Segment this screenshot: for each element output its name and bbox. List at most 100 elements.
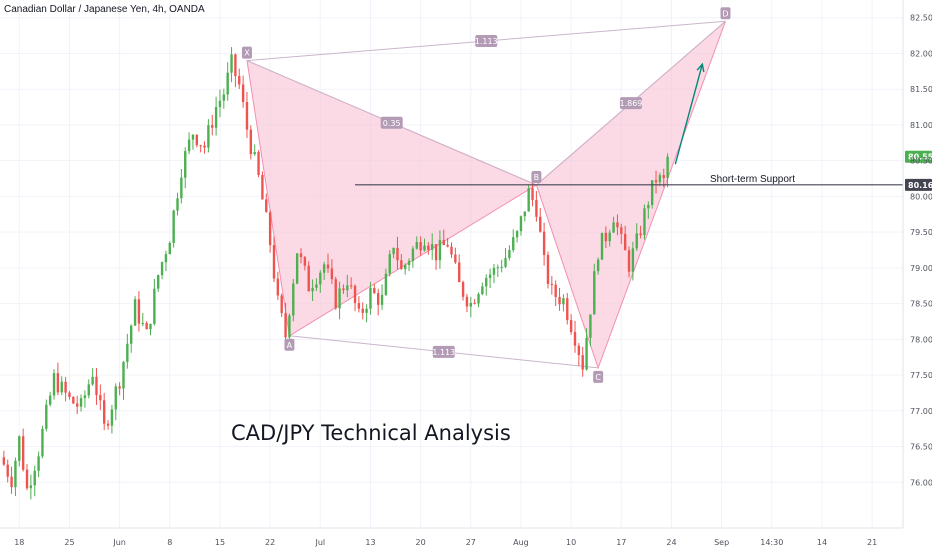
candle-body [369, 288, 372, 309]
x-tick-label: 20 [416, 538, 426, 547]
candle-body [654, 180, 658, 183]
candle-body [608, 232, 611, 242]
x-tick-label: 24 [666, 538, 676, 547]
candle-body [353, 285, 357, 304]
candle-body [29, 485, 33, 489]
candle-body [500, 266, 503, 268]
point-label-bg [284, 338, 295, 351]
ratio-label: 1.113 [475, 37, 498, 46]
x-tick-label: 10 [566, 538, 576, 547]
candle-body [662, 175, 665, 179]
y-tick-label: 82.000 [910, 49, 932, 58]
candle-body [91, 376, 94, 385]
ratio-label: 1.869 [619, 99, 642, 108]
candle-body [2, 457, 6, 465]
candle-body [376, 293, 380, 305]
candle-body [52, 373, 56, 396]
candle-body [515, 231, 519, 238]
candle-body [110, 409, 114, 426]
candle-body [365, 308, 368, 313]
candle-body [149, 323, 152, 330]
point-label-bg [720, 7, 731, 20]
candle-body [141, 323, 144, 325]
ratio-label: 0.35 [383, 119, 401, 128]
candle-body [535, 200, 538, 217]
candle-body [164, 254, 168, 263]
candle-body [45, 404, 48, 429]
candle-body [612, 222, 615, 233]
pattern-triangle-xab [246, 59, 538, 337]
harmonic-pattern[interactable] [246, 20, 726, 370]
candle-body [596, 259, 600, 272]
x-tick-label: 27 [466, 538, 476, 547]
x-tick-label: 15 [215, 538, 225, 547]
candle-body [589, 314, 592, 338]
candle-body [10, 476, 13, 488]
x-tick-label: 22 [265, 538, 275, 547]
point-label-c: C [595, 373, 601, 382]
candle-body [454, 254, 457, 263]
y-tick-label: 78.000 [910, 335, 932, 344]
candle-body [581, 355, 584, 370]
support-label: Short-term Support [710, 174, 795, 185]
candle-body [650, 180, 654, 205]
candle-body [639, 233, 642, 236]
ratio-label-bg [619, 97, 642, 110]
candle-body [446, 245, 449, 247]
candle-body [450, 246, 453, 255]
candle-body [106, 423, 110, 426]
candle-body [207, 125, 210, 148]
candle-body [245, 102, 249, 130]
candle-body [566, 298, 569, 321]
x-tick-label: 17 [616, 538, 626, 547]
candle-body [37, 456, 40, 471]
candle-body [554, 284, 557, 297]
candle-body [199, 145, 202, 147]
x-tick-label: Jul [314, 538, 325, 547]
candle-body [620, 227, 623, 234]
candle-body [542, 231, 546, 255]
x-tick-label: Sep [714, 538, 729, 547]
candle-body [527, 188, 530, 212]
candle-body [168, 242, 171, 255]
candle-body [461, 282, 465, 297]
candle-body [546, 254, 550, 285]
candle-body [569, 320, 573, 333]
x-tick-label: 8 [167, 538, 172, 547]
candle-body [550, 284, 554, 286]
candle-body [41, 428, 44, 457]
candle-body [272, 245, 276, 279]
candle-body [265, 199, 268, 213]
x-tick-label: 14 [817, 538, 827, 547]
candle-body [280, 295, 283, 314]
y-tick-label: 80.500 [910, 157, 932, 166]
ratio-label-bg [432, 345, 455, 358]
candle-body [122, 361, 125, 389]
ratio-label-bg [475, 34, 498, 47]
candle-body [87, 384, 90, 396]
candle-body [230, 54, 233, 73]
price-tag-last [905, 150, 932, 163]
candle-body [299, 253, 303, 258]
candle-body [295, 253, 299, 284]
candle-body [492, 267, 496, 275]
candle-body [334, 279, 337, 309]
point-label-a: A [287, 341, 293, 350]
price-tag-support [905, 178, 932, 191]
candle-body [64, 381, 67, 393]
y-tick-label: 79.000 [910, 264, 932, 273]
candle-body [268, 212, 272, 246]
candle-body [442, 240, 445, 246]
candle-body [593, 271, 596, 315]
candle-body [14, 460, 17, 488]
candle-body [238, 76, 241, 85]
candle-body [48, 395, 52, 405]
candle-body [184, 151, 187, 178]
ratio-label: 1.113 [432, 348, 455, 357]
point-label-b: B [534, 173, 540, 182]
candle-body [558, 296, 561, 305]
y-tick-label: 82.500 [910, 14, 932, 23]
x-tick-label: Aug [513, 538, 529, 547]
candle-body [218, 100, 222, 108]
